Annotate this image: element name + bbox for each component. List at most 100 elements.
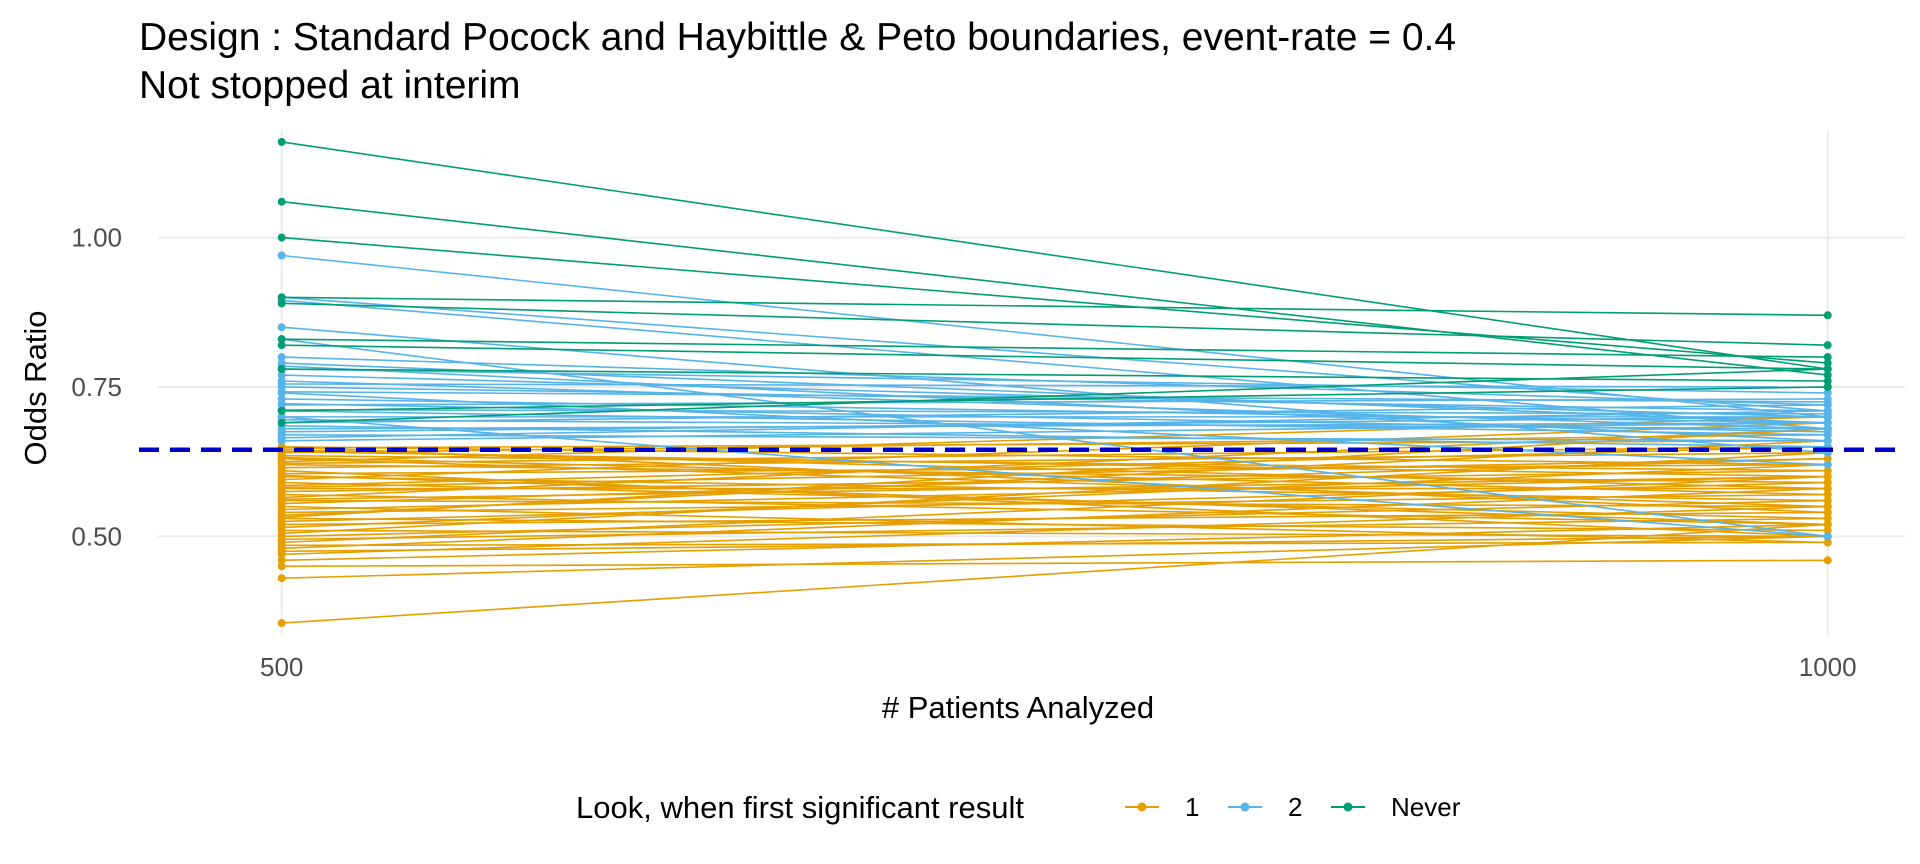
data-point xyxy=(277,418,286,427)
series-line xyxy=(281,383,1828,388)
data-point xyxy=(277,619,286,628)
series-line xyxy=(281,445,1828,514)
data-point xyxy=(277,495,286,504)
data-point xyxy=(277,459,286,468)
series-line xyxy=(281,380,1828,430)
data-point xyxy=(1823,532,1832,541)
x-axis-title: # Patients Analyzed xyxy=(882,690,1154,725)
legend-label: Never xyxy=(1391,792,1461,822)
series-never xyxy=(277,137,1832,427)
data-point xyxy=(277,471,286,480)
data-point xyxy=(1823,496,1832,505)
series-line xyxy=(281,365,1828,442)
legend-entry-2: 2 xyxy=(1228,792,1302,822)
data-point xyxy=(1823,514,1832,523)
data-point xyxy=(1823,341,1832,350)
data-series xyxy=(277,137,1832,628)
data-point xyxy=(277,483,286,492)
data-point xyxy=(1823,418,1832,427)
series-line xyxy=(281,390,1828,403)
series-1 xyxy=(277,412,1832,628)
data-point xyxy=(277,365,286,374)
legend-entry-never: Never xyxy=(1331,792,1461,822)
data-point xyxy=(277,335,286,344)
y-tick-label: 1.00 xyxy=(71,223,122,253)
legend-title: Look, when first significant result xyxy=(576,790,1024,825)
data-point xyxy=(1823,478,1832,487)
series-line xyxy=(281,463,1828,529)
series-line xyxy=(281,511,1828,526)
data-point xyxy=(277,293,286,302)
y-tick-label: 0.75 xyxy=(71,372,122,402)
series-line xyxy=(281,450,1828,478)
series-line xyxy=(281,386,1828,412)
data-point xyxy=(277,562,286,571)
series-line xyxy=(281,457,1828,508)
data-point xyxy=(277,387,286,396)
x-tick-label: 1000 xyxy=(1799,652,1857,682)
data-point xyxy=(1823,353,1832,362)
data-point xyxy=(1823,460,1832,469)
x-axis-ticks: 500 1000 xyxy=(260,652,1857,682)
series-line xyxy=(281,469,1828,538)
legend-label: 2 xyxy=(1288,792,1302,822)
legend: Look, when first significant result 1 2 Ne… xyxy=(576,790,1461,825)
data-point xyxy=(277,556,286,565)
series-line xyxy=(281,402,1828,433)
series-line xyxy=(281,296,1828,412)
series-line xyxy=(281,541,1828,547)
series-line xyxy=(281,254,1828,418)
data-point xyxy=(1823,472,1832,481)
data-point xyxy=(277,371,286,380)
legend-key-point xyxy=(1343,802,1353,812)
data-point xyxy=(1823,466,1832,475)
data-point xyxy=(277,341,286,350)
series-line xyxy=(281,410,1828,436)
series-line xyxy=(281,344,1828,370)
data-point xyxy=(277,399,286,408)
series-line xyxy=(281,433,1828,442)
data-point xyxy=(1823,388,1832,397)
data-point xyxy=(1823,409,1832,418)
data-point xyxy=(1823,520,1832,529)
legend-items: 1 2 Never xyxy=(1125,792,1461,822)
data-point xyxy=(1823,490,1832,499)
data-point xyxy=(277,299,286,308)
x-tick-label: 500 xyxy=(260,652,303,682)
data-point xyxy=(1823,454,1832,463)
series-line xyxy=(281,326,1828,454)
data-point xyxy=(1823,484,1832,493)
series-line xyxy=(281,338,1828,358)
series-line xyxy=(281,451,1828,469)
series-line xyxy=(281,200,1828,376)
data-point xyxy=(277,197,286,206)
series-line xyxy=(281,517,1828,541)
legend-entry-1: 1 xyxy=(1125,792,1199,822)
data-point xyxy=(1823,377,1832,386)
data-point xyxy=(1823,371,1832,380)
chart-title: Design : Standard Pocock and Haybittle &… xyxy=(139,16,1456,59)
data-point xyxy=(277,453,286,462)
data-point xyxy=(277,406,286,415)
legend-key-point xyxy=(1240,802,1250,812)
series-line xyxy=(281,422,1828,430)
series-line xyxy=(281,410,1828,439)
series-line xyxy=(281,368,1828,394)
data-point xyxy=(1823,382,1832,391)
data-point xyxy=(1823,526,1832,535)
y-axis-title: Odds Ratio xyxy=(18,310,53,465)
data-point xyxy=(277,379,286,388)
series-line xyxy=(281,439,1828,449)
series-line xyxy=(281,302,1828,346)
data-point xyxy=(277,513,286,522)
data-point xyxy=(277,233,286,242)
data-point xyxy=(277,574,286,583)
series-line xyxy=(281,404,1828,424)
data-point xyxy=(1823,397,1832,406)
data-point xyxy=(277,323,286,332)
legend-key-point xyxy=(1137,802,1147,812)
data-point xyxy=(277,412,286,421)
legend-label: 1 xyxy=(1185,792,1199,822)
data-point xyxy=(277,137,286,146)
